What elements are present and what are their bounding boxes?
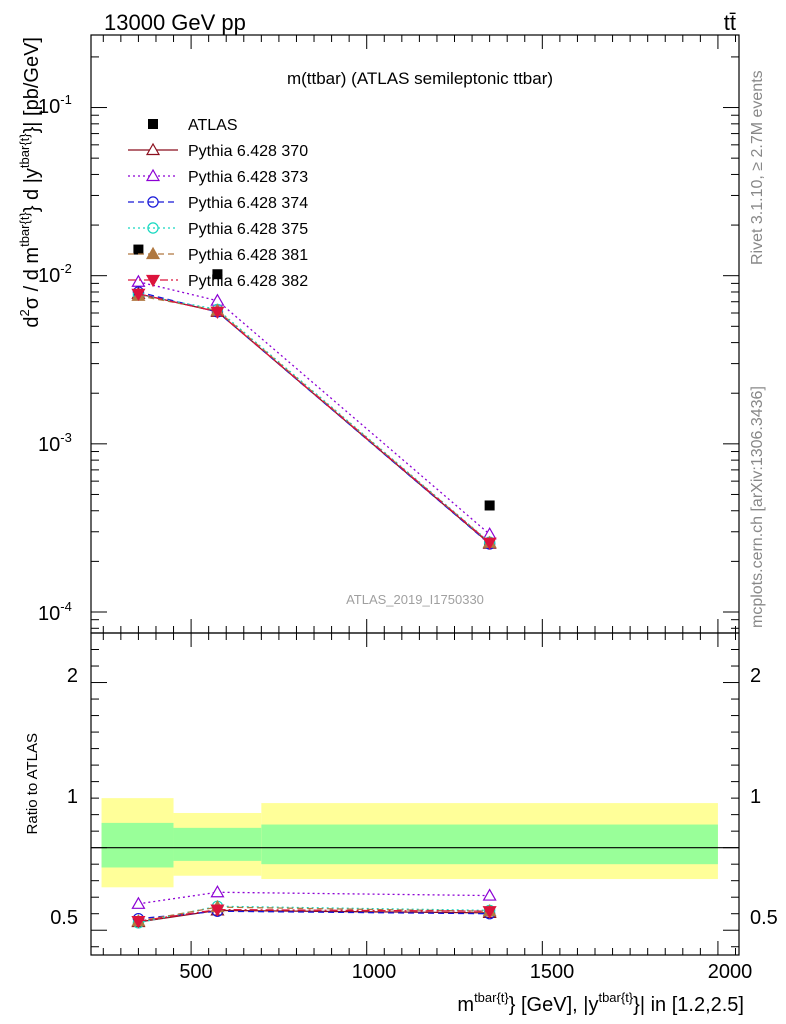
legend-atlas-marker (148, 119, 158, 129)
ratio-y-tick-2-right: 2 (750, 665, 761, 687)
ratio-plot-frame (90, 632, 740, 956)
legend-label-5: Pythia 6.428 382 (188, 273, 308, 290)
ratio-band-green-0 (101, 822, 174, 868)
x-tick-1000: 1000 (352, 961, 397, 983)
legend-label-0: Pythia 6.428 370 (188, 143, 308, 160)
ratio-y-axis-label: Ratio to ATLAS (24, 733, 41, 834)
ratio-y-tick-2-left: 2 (67, 665, 78, 687)
ratio-band-green-1 (173, 827, 262, 861)
y-tick-label-1e-4: 10-4 (38, 599, 72, 625)
legend-marker-3 (147, 222, 159, 234)
main-series-line-1 (138, 281, 491, 535)
legend: ATLAS Pythia 6.428 370 Pythia 6.428 373 Pyt… (128, 117, 308, 290)
legend-label-1: Pythia 6.428 373 (188, 169, 308, 186)
ratio-y-tick-1-right: 1 (750, 786, 761, 808)
main-series (131, 244, 497, 550)
main-point-5-2 (482, 537, 497, 550)
legend-marker-0 (145, 142, 161, 156)
ratio-y-tick-1-left: 1 (67, 786, 78, 808)
ratio-point-1-0 (131, 896, 146, 909)
main-series-line-0 (138, 293, 491, 545)
ratio-y-tick-0.5-right: 0.5 (750, 907, 778, 929)
ratio-point-5-1 (210, 904, 225, 917)
x-tick-1500: 1500 (530, 961, 575, 983)
x-tick-2000: 2000 (708, 961, 753, 983)
x-tick-labels: 500 1000 1500 2000 (179, 961, 752, 983)
ratio-point-5-2 (482, 906, 497, 919)
atlas-data-point-2 (484, 500, 495, 511)
main-point-5-1 (210, 306, 225, 319)
rivet-version-label: Rivet 3.1.10, ≥ 2.7M events (749, 70, 766, 265)
ratio-series-line-1 (138, 891, 490, 905)
ratio-y-tick-labels: 0.5 1 2 0.5 1 2 (50, 665, 778, 929)
main-point-1-0 (131, 274, 146, 287)
legend-label-3: Pythia 6.428 375 (188, 221, 308, 238)
main-series-line-5 (138, 293, 491, 544)
ratio-series-line-5 (138, 908, 490, 922)
main-series-line-2 (138, 291, 491, 545)
main-y-axis-label: d2σ / d mtbar{t}} d |ytbar{t}}| [pb/GeV] (17, 37, 43, 328)
legend-marker-4 (145, 246, 161, 260)
main-y-tick-labels: 10-1 10-2 10-3 10-4 (38, 92, 72, 625)
ratio-y-tick-0.5-left: 0.5 (50, 907, 78, 929)
ratio-point-5-0 (131, 916, 146, 929)
ratio-band-green-2 (261, 824, 718, 865)
y-tick-label-1e-3: 10-3 (38, 430, 72, 456)
process-label: tt̄ (724, 10, 736, 35)
legend-marker-5 (145, 274, 161, 288)
main-series-line-4 (138, 295, 491, 544)
mcplots-site-label: mcplots.cern.ch [arXiv:1306.3436] (749, 386, 766, 628)
ratio-series-line-2 (138, 910, 490, 920)
analysis-watermark: ATLAS_2019_I1750330 (346, 592, 484, 607)
y-tick-label-1e-1: 10-1 (38, 92, 72, 118)
atlas-data-point-1 (212, 269, 223, 280)
atlas-data-point-0 (133, 244, 144, 255)
legend-marker-2 (147, 196, 159, 208)
ratio-uncertainty-bands (91, 798, 739, 888)
energy-label: 13000 GeV pp (104, 10, 246, 35)
legend-atlas-label: ATLAS (188, 117, 238, 134)
ratio-series (131, 885, 497, 929)
main-series-line-3 (138, 294, 491, 543)
y-tick-label-1e-2: 10-2 (38, 261, 72, 287)
ratio-point-1-1 (210, 885, 225, 898)
ratio-point-1-2 (482, 888, 497, 901)
legend-label-4: Pythia 6.428 381 (188, 247, 308, 264)
plot-title: m(ttbar) (ATLAS semileptonic ttbar) (287, 69, 553, 88)
axis-ticks (91, 35, 739, 955)
legend-label-2: Pythia 6.428 374 (188, 195, 308, 212)
legend-marker-1 (145, 168, 161, 182)
x-axis-label: mtbar{t}} [GeV], |ytbar{t}}| in [1.2,2.5… (457, 990, 744, 1016)
main-point-5-0 (131, 288, 146, 302)
x-tick-500: 500 (179, 961, 212, 983)
